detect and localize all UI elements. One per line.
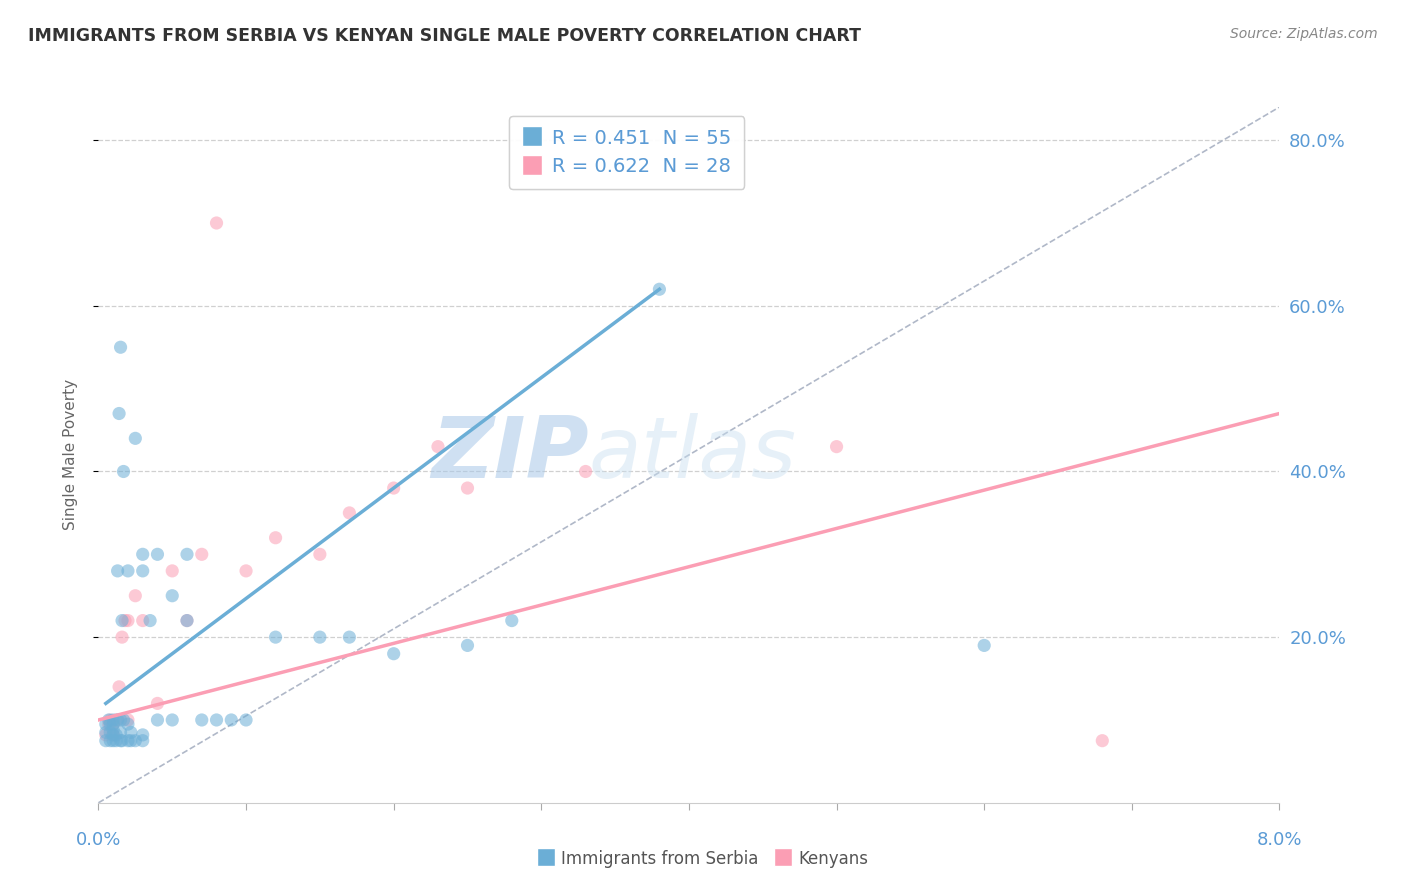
Point xyxy=(105,728,128,742)
Point xyxy=(264,531,287,545)
Point xyxy=(264,630,287,644)
Point xyxy=(117,717,139,731)
Point xyxy=(111,733,134,747)
Point xyxy=(107,564,129,578)
Point xyxy=(973,639,995,653)
Point xyxy=(94,733,117,747)
Point xyxy=(105,733,128,747)
Point xyxy=(117,713,139,727)
Point xyxy=(574,465,596,479)
Point xyxy=(98,713,121,727)
Point xyxy=(120,725,142,739)
Point xyxy=(219,713,242,727)
Text: 8.0%: 8.0% xyxy=(1257,830,1302,848)
Point xyxy=(648,282,671,296)
Point xyxy=(110,733,132,747)
Point xyxy=(112,713,135,727)
Point xyxy=(132,614,155,628)
Point xyxy=(124,589,146,603)
Point xyxy=(94,717,117,731)
Point xyxy=(162,713,183,727)
Point xyxy=(235,713,257,727)
Point xyxy=(205,216,228,230)
Point xyxy=(191,713,214,727)
Point xyxy=(117,564,139,578)
Point xyxy=(146,697,169,711)
Point xyxy=(146,547,169,561)
Point xyxy=(308,547,332,561)
Point xyxy=(1091,733,1114,747)
Point xyxy=(111,630,134,644)
Point xyxy=(308,630,332,644)
Point xyxy=(97,713,120,727)
Point xyxy=(337,630,360,644)
Point xyxy=(98,725,121,739)
Point xyxy=(456,639,478,653)
Point xyxy=(94,728,117,742)
Point xyxy=(112,465,135,479)
Legend: R = 0.451  N = 55, R = 0.622  N = 28: R = 0.451 N = 55, R = 0.622 N = 28 xyxy=(509,116,744,189)
Point xyxy=(162,589,183,603)
Point xyxy=(146,713,169,727)
Point xyxy=(456,481,478,495)
Point xyxy=(111,614,134,628)
Point xyxy=(120,733,142,747)
Point xyxy=(176,614,198,628)
Legend: Immigrants from Serbia, Kenyans: Immigrants from Serbia, Kenyans xyxy=(531,844,875,875)
Text: Source: ZipAtlas.com: Source: ZipAtlas.com xyxy=(1230,27,1378,41)
Point xyxy=(114,614,136,628)
Point xyxy=(103,713,125,727)
Text: ZIP: ZIP xyxy=(430,413,589,497)
Point xyxy=(426,440,449,454)
Point xyxy=(176,614,198,628)
Text: atlas: atlas xyxy=(589,413,797,497)
Point xyxy=(94,725,117,739)
Point xyxy=(98,733,121,747)
Point xyxy=(103,717,125,731)
Point xyxy=(105,713,128,727)
Point xyxy=(103,728,125,742)
Point xyxy=(110,725,132,739)
Point xyxy=(382,647,405,661)
Point xyxy=(235,564,257,578)
Point xyxy=(124,733,146,747)
Point xyxy=(132,564,155,578)
Point xyxy=(825,440,848,454)
Point xyxy=(110,713,132,727)
Point xyxy=(97,717,120,731)
Point xyxy=(117,614,139,628)
Text: 0.0%: 0.0% xyxy=(76,830,121,848)
Point xyxy=(205,713,228,727)
Point xyxy=(382,481,405,495)
Point xyxy=(139,614,162,628)
Point xyxy=(103,733,125,747)
Point xyxy=(108,680,131,694)
Y-axis label: Single Male Poverty: Single Male Poverty xyxy=(63,379,77,531)
Point xyxy=(103,723,125,737)
Point xyxy=(110,340,132,354)
Point xyxy=(501,614,523,628)
Point xyxy=(107,713,129,727)
Point xyxy=(132,733,155,747)
Point xyxy=(98,717,121,731)
Point xyxy=(108,407,131,421)
Point xyxy=(176,547,198,561)
Point xyxy=(337,506,360,520)
Point xyxy=(117,733,139,747)
Text: IMMIGRANTS FROM SERBIA VS KENYAN SINGLE MALE POVERTY CORRELATION CHART: IMMIGRANTS FROM SERBIA VS KENYAN SINGLE … xyxy=(28,27,860,45)
Point xyxy=(103,717,125,731)
Point xyxy=(191,547,214,561)
Point xyxy=(103,728,125,742)
Point xyxy=(124,431,146,445)
Point xyxy=(132,547,155,561)
Point xyxy=(162,564,183,578)
Point xyxy=(132,728,155,742)
